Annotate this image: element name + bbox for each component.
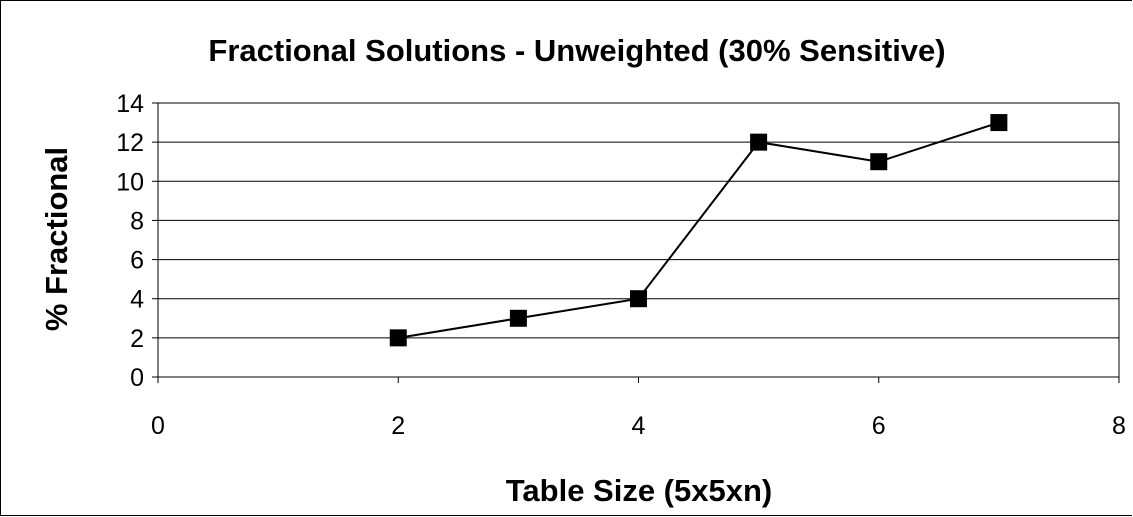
x-tick-label-6: 6 <box>872 412 886 440</box>
x-tick-label-8: 8 <box>1112 412 1126 440</box>
y-tick-labels: 0 2 4 6 8 10 12 14 <box>116 90 144 392</box>
data-series <box>389 114 1008 347</box>
chart-title: Fractional Solutions - Unweighted (30% S… <box>208 33 945 68</box>
x-axis-title: Table Size (5x5xn) <box>506 473 772 508</box>
y-tick-label-6: 6 <box>130 247 144 275</box>
x-tick-label-0: 0 <box>151 412 165 440</box>
data-point-4 <box>630 290 647 308</box>
x-tick-label-4: 4 <box>632 412 646 440</box>
data-point-3 <box>509 309 527 327</box>
y-tick-label-12: 12 <box>116 129 144 157</box>
data-point-7 <box>990 114 1008 132</box>
data-point-2 <box>389 329 407 347</box>
y-tick-label-2: 2 <box>130 325 144 353</box>
y-tick-label-0: 0 <box>130 364 144 392</box>
series-line-0 <box>398 121 1000 339</box>
data-point-6 <box>870 153 888 171</box>
y-axis-title: % Fractional <box>39 147 74 331</box>
y-tick-label-14: 14 <box>116 90 144 118</box>
axes <box>152 102 1120 383</box>
y-tick-label-10: 10 <box>116 168 144 196</box>
y-tick-label-4: 4 <box>130 286 144 314</box>
data-point-5 <box>750 133 768 151</box>
gridlines <box>158 102 1119 339</box>
x-tick-label-2: 2 <box>391 412 405 440</box>
y-tick-label-8: 8 <box>130 207 144 235</box>
x-tick-labels: 0 2 4 6 8 <box>151 412 1126 440</box>
